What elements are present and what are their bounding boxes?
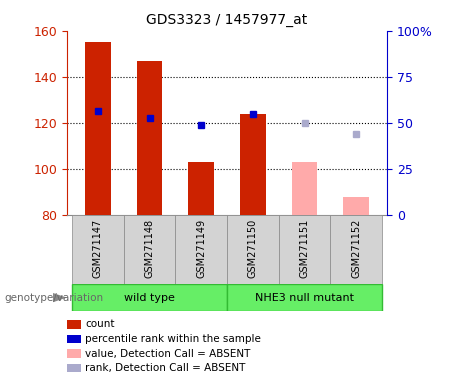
Text: percentile rank within the sample: percentile rank within the sample [85, 334, 261, 344]
Text: GSM271148: GSM271148 [145, 218, 154, 278]
Text: GSM271149: GSM271149 [196, 218, 206, 278]
Text: GSM271152: GSM271152 [351, 218, 361, 278]
Text: GSM271150: GSM271150 [248, 218, 258, 278]
Title: GDS3323 / 1457977_at: GDS3323 / 1457977_at [147, 13, 307, 27]
Bar [72, 284, 227, 311]
Bar [331, 215, 382, 284]
Bar [72, 215, 124, 284]
Text: GSM271147: GSM271147 [93, 218, 103, 278]
Bar [124, 215, 175, 284]
Text: genotype/variation: genotype/variation [5, 293, 104, 303]
Bar [175, 215, 227, 284]
Text: NHE3 null mutant: NHE3 null mutant [255, 293, 354, 303]
Bar [279, 215, 331, 284]
Bar [85, 42, 111, 215]
Bar [292, 162, 318, 215]
Text: value, Detection Call = ABSENT: value, Detection Call = ABSENT [85, 349, 251, 359]
Polygon shape [53, 293, 67, 302]
Text: GSM271151: GSM271151 [300, 218, 309, 278]
Bar [240, 114, 266, 215]
Text: count: count [85, 319, 115, 329]
Bar [227, 215, 279, 284]
Bar [227, 284, 382, 311]
Bar [188, 162, 214, 215]
Text: wild type: wild type [124, 293, 175, 303]
Text: rank, Detection Call = ABSENT: rank, Detection Call = ABSENT [85, 363, 246, 373]
Bar [136, 61, 162, 215]
Bar [343, 197, 369, 215]
